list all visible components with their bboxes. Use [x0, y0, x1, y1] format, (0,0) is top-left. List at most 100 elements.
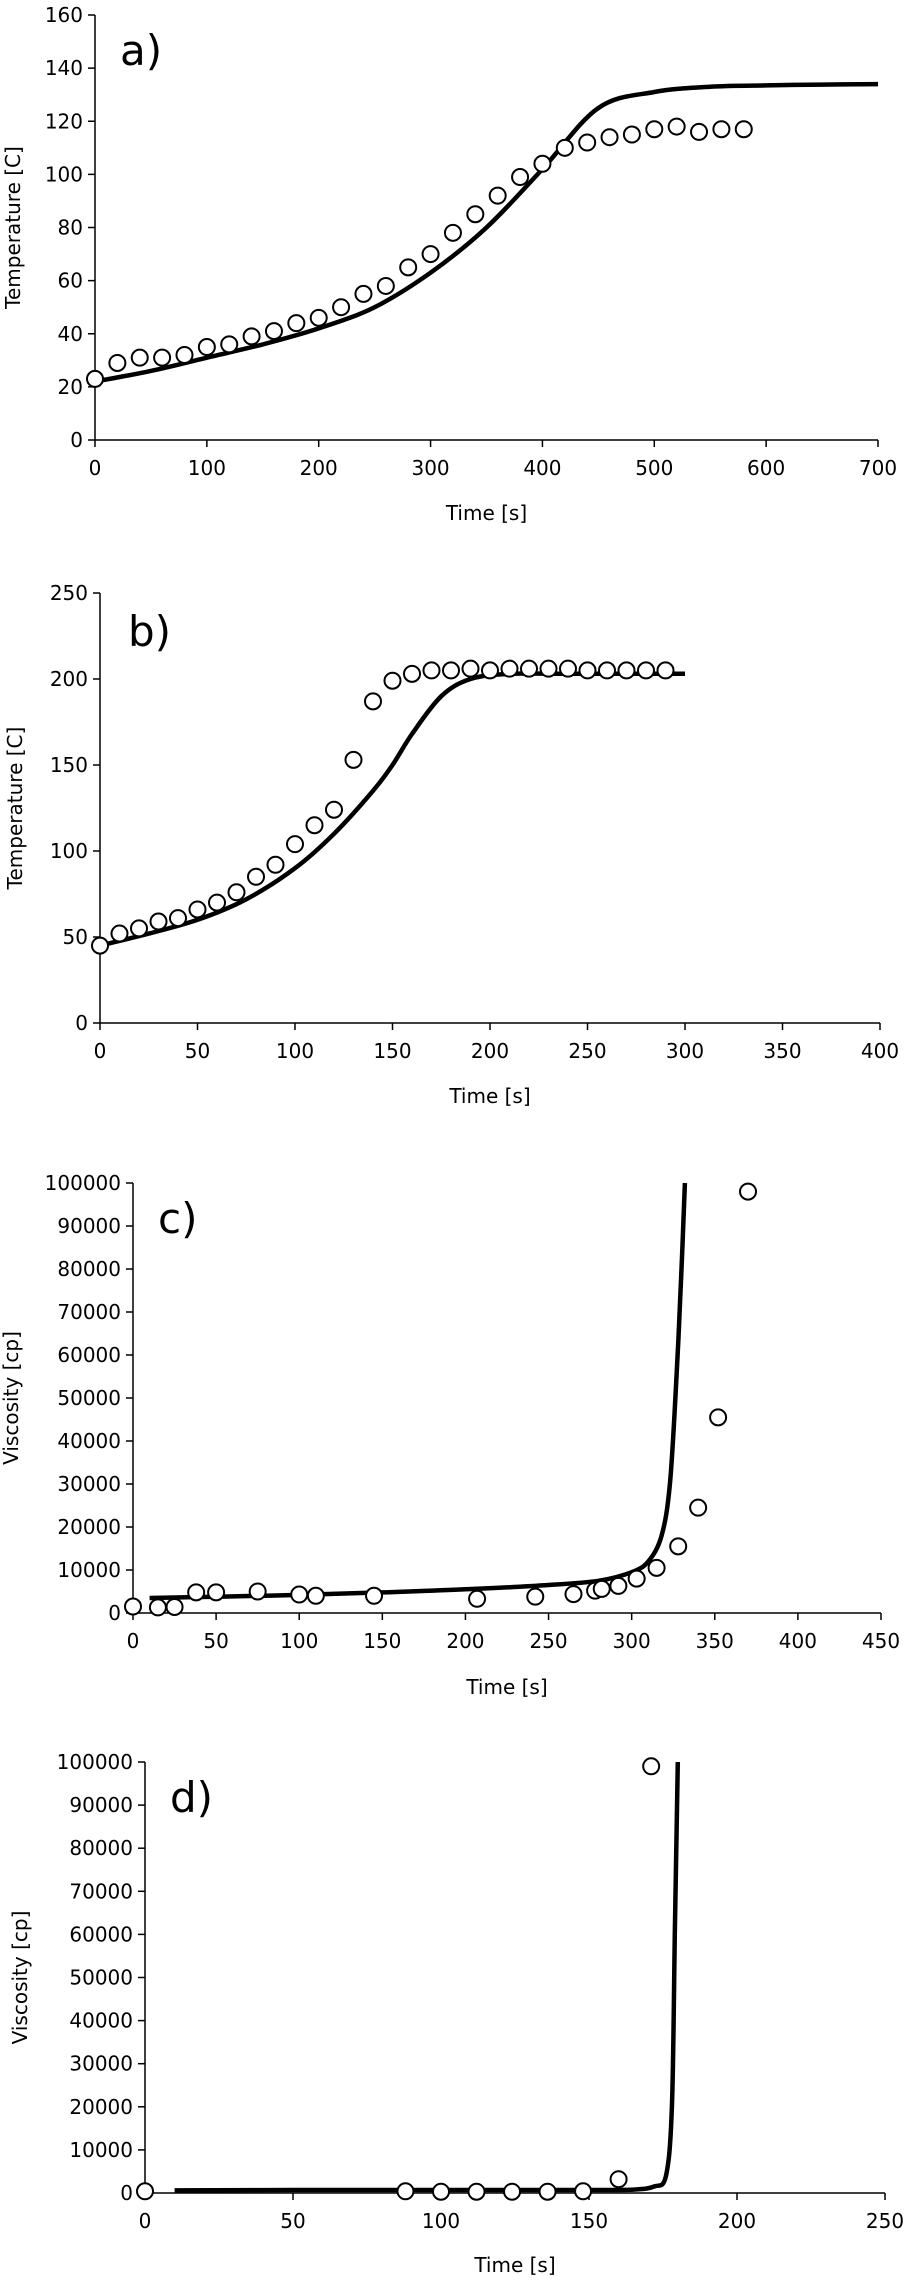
data-point [645, 120, 664, 139]
x-tick-label: 100 [422, 2209, 460, 2233]
chart-a: 0 20 40 60 80 100 120 140 160 0 100 200 300 400 500 600… [1, 3, 897, 525]
data-point [712, 120, 731, 139]
data-point [344, 750, 363, 769]
x-axis-title: Time [s] [448, 1084, 530, 1108]
y-tick-label: 40000 [69, 2009, 133, 2033]
x-tick-label: 100 [188, 456, 226, 480]
y-tick-label: 200 [50, 667, 88, 691]
x-tick-label: 350 [763, 1039, 801, 1063]
data-point [578, 133, 597, 152]
y-tick-label: 0 [120, 2181, 133, 2205]
y-tick-label: 80 [58, 216, 83, 240]
y-tick-label: 60000 [57, 1343, 121, 1367]
data-point [690, 122, 709, 141]
data-point [108, 353, 127, 372]
y-tick-label: 100 [45, 162, 83, 186]
data-point [188, 900, 207, 919]
y-tick-label: 150 [50, 753, 88, 777]
data-point [578, 661, 597, 680]
x-tick-label: 100 [280, 1629, 318, 1653]
data-point [488, 186, 507, 205]
data-point [242, 327, 261, 346]
data-point [124, 1597, 142, 1616]
data-point [227, 883, 246, 902]
y-tick-label: 60000 [69, 1922, 133, 1946]
y-tick-label: 20000 [69, 2095, 133, 2119]
data-point [403, 664, 421, 683]
y-tick-label: 0 [108, 1601, 121, 1625]
x-tick-label: 400 [779, 1629, 817, 1653]
x-axis-title: Time [s] [473, 2253, 555, 2277]
data-point [442, 661, 460, 680]
data-point [130, 348, 149, 367]
data-point [383, 671, 402, 690]
x-tick-label: 200 [718, 2209, 756, 2233]
model-curve [99, 671, 685, 948]
model-curve [94, 81, 879, 384]
y-tick-label: 90000 [69, 1793, 133, 1817]
data-point [500, 659, 519, 678]
data-point [309, 308, 328, 327]
data-point [734, 120, 753, 139]
data-point [364, 692, 382, 711]
data-point [600, 128, 619, 147]
x-axis-title: Time [s] [445, 501, 527, 525]
model-curve [149, 1182, 688, 1601]
y-tick-label: 40000 [57, 1429, 121, 1453]
data-point [422, 661, 441, 680]
panel-label: b) [128, 607, 171, 656]
y-tick-label: 160 [45, 3, 83, 27]
y-tick-label: 10000 [57, 1558, 121, 1582]
y-tick-label: 40 [58, 322, 83, 346]
data-point [526, 1587, 545, 1606]
data-point [627, 1569, 646, 1588]
y-tick-label: 50 [63, 925, 88, 949]
x-tick-label: 250 [529, 1629, 567, 1653]
x-tick-label: 300 [411, 456, 449, 480]
data-point [461, 659, 480, 678]
x-tick-label: 700 [859, 456, 897, 480]
data-point [432, 2182, 450, 2201]
x-tick-label: 500 [635, 456, 673, 480]
data-point [220, 335, 239, 354]
chart-c: 0 10000 20000 30000 40000 50000 60000 70000 8000… [0, 1171, 900, 1699]
x-tick-label: 50 [280, 2209, 305, 2233]
x-tick-label: 400 [523, 456, 561, 480]
data-point [539, 659, 558, 678]
x-tick-label: 150 [373, 1039, 411, 1063]
y-tick-label: 50000 [69, 1966, 133, 1990]
data-point [264, 322, 283, 341]
data-point [365, 1586, 384, 1605]
y-axis-title: Viscosity [cp] [8, 1911, 32, 2045]
data-point [396, 2182, 415, 2201]
data-point [656, 661, 675, 680]
data-point [533, 154, 552, 173]
x-tick-label: 0 [89, 456, 102, 480]
x-tick-label: 200 [300, 456, 338, 480]
data-point [592, 1579, 611, 1598]
x-tick-label: 0 [94, 1039, 107, 1063]
data-point [617, 661, 636, 680]
x-tick-label: 400 [861, 1039, 899, 1063]
y-tick-label: 100000 [45, 1171, 121, 1195]
y-tick-label: 20 [58, 375, 83, 399]
x-tick-label: 350 [696, 1629, 734, 1653]
data-point [305, 816, 324, 835]
data-point [689, 1498, 708, 1517]
y-tick-label: 120 [45, 109, 83, 133]
data-point [564, 1585, 583, 1604]
data-point [481, 661, 499, 680]
data-point [325, 800, 343, 819]
data-point [376, 276, 395, 295]
data-point [709, 1408, 728, 1427]
y-tick-label: 60 [58, 269, 83, 293]
y-tick-label: 140 [45, 56, 83, 80]
data-point [247, 867, 265, 886]
x-tick-label: 200 [446, 1629, 484, 1653]
y-axis-title: Viscosity [cp] [0, 1331, 23, 1465]
data-point [503, 2182, 522, 2201]
x-tick-label: 250 [866, 2209, 904, 2233]
model-curve [174, 1761, 681, 2193]
data-point [197, 338, 216, 357]
y-tick-label: 90000 [57, 1214, 121, 1238]
